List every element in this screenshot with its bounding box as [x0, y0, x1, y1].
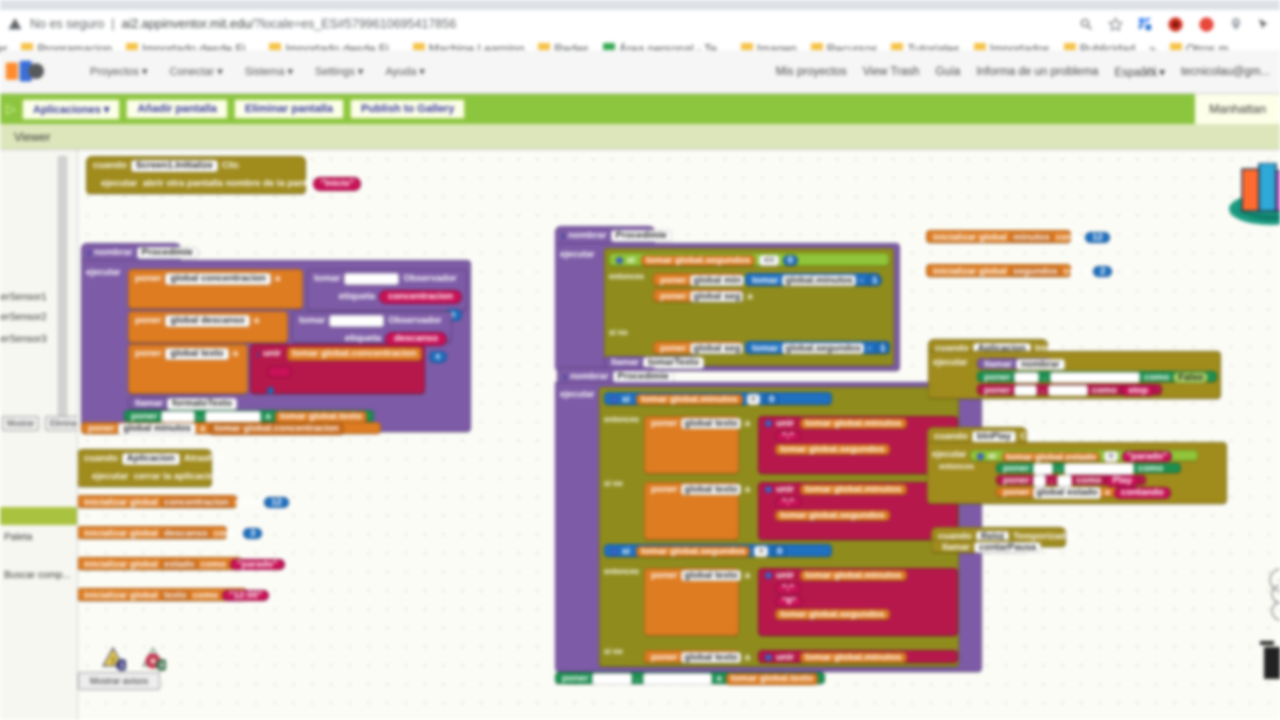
- svg-text:0: 0: [160, 661, 165, 670]
- svg-text:1: 1: [120, 661, 125, 670]
- svg-text:!: !: [111, 656, 114, 667]
